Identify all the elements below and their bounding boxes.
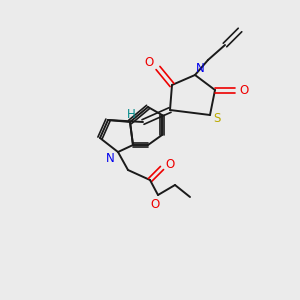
Text: O: O — [239, 83, 249, 97]
Text: H: H — [127, 107, 135, 121]
Text: N: N — [196, 61, 204, 74]
Text: S: S — [213, 112, 221, 124]
Text: N: N — [106, 152, 114, 164]
Text: O: O — [165, 158, 175, 170]
Text: O: O — [150, 197, 160, 211]
Text: O: O — [144, 56, 154, 70]
